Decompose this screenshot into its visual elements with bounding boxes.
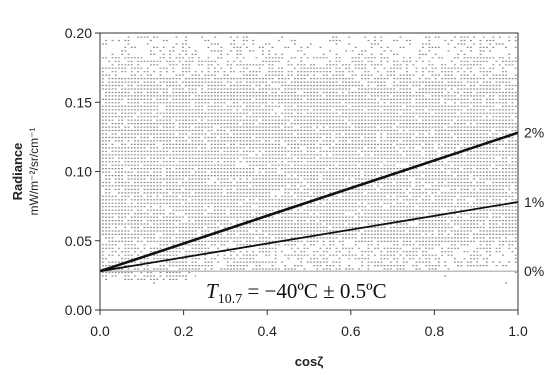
x-tick-label: 0.6 [341,323,361,339]
annotation-box [196,272,428,306]
reference-label-2pct: 2% [524,125,544,141]
y-tick-label: 0.00 [65,302,92,318]
labels: 0.0 0.2 0.4 0.6 0.8 1.0 0.00 0.05 0.10 0.15 0.20 co… [10,25,544,369]
temperature-annotation: T10.7 = −40ºC ± 0.5ºC [206,279,387,307]
scatter-points [102,36,517,284]
y-tick-label: 0.05 [65,233,92,249]
x-tick-label: 0.0 [90,323,110,339]
y-axis-title: Radiance [10,143,25,201]
reference-lines [99,131,519,273]
reference-line-2pct [99,131,519,273]
x-tick-label: 1.0 [508,323,528,339]
reference-label-0pct: 0% [524,263,544,279]
axes [95,32,519,315]
x-tick-label: 0.8 [425,323,445,339]
reference-line-1pct [99,201,519,273]
reference-label-1pct: 1% [524,194,544,210]
y-axis-unit: mW/m⁻²/sr/cm⁻¹ [27,128,41,216]
x-tick-label: 0.4 [257,323,277,339]
scatter-cloud [102,36,517,284]
y-tick-label: 0.10 [65,164,92,180]
y-tick-label: 0.15 [65,94,92,110]
y-tick-label: 0.20 [65,25,92,41]
x-tick-label: 0.2 [174,323,194,339]
x-axis-title: cosζ [295,354,323,369]
